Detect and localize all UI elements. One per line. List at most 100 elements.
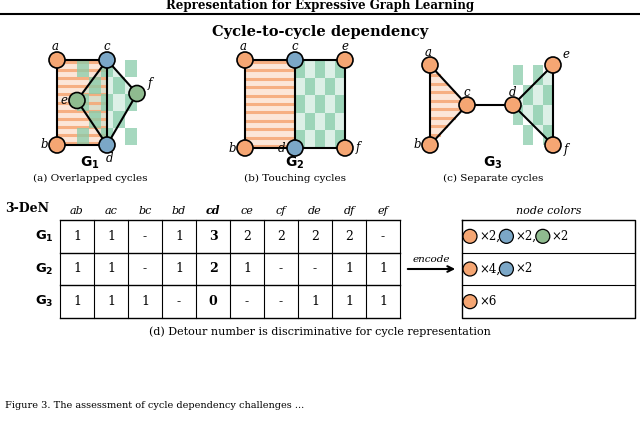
Circle shape [499, 229, 513, 243]
Bar [513, 65, 523, 85]
Circle shape [287, 52, 303, 68]
Text: 2: 2 [209, 262, 218, 276]
Circle shape [545, 57, 561, 73]
Polygon shape [245, 60, 295, 148]
Bar [125, 128, 137, 145]
Text: 1: 1 [379, 262, 387, 276]
Text: e: e [61, 94, 67, 107]
Bar [125, 94, 137, 111]
Text: 2: 2 [243, 230, 251, 243]
Bar [325, 78, 335, 95]
Text: (b) Touching cycles: (b) Touching cycles [244, 173, 346, 183]
Text: $\mathbf{G}_\mathbf{3}$: $\mathbf{G}_\mathbf{3}$ [35, 294, 54, 309]
Text: -: - [245, 295, 249, 308]
Circle shape [463, 295, 477, 308]
Text: $\mathbf{G}_\mathbf{1}$: $\mathbf{G}_\mathbf{1}$ [35, 229, 54, 244]
Text: df: df [344, 206, 355, 216]
Bar [523, 85, 533, 105]
Text: 2: 2 [311, 230, 319, 243]
Text: a: a [424, 46, 431, 59]
Text: (a) Overlapped cycles: (a) Overlapped cycles [33, 173, 147, 183]
Text: 1: 1 [243, 262, 251, 276]
Polygon shape [513, 65, 553, 145]
Text: node colors: node colors [516, 206, 581, 216]
Bar [335, 130, 345, 148]
Bar [295, 95, 305, 113]
Circle shape [129, 86, 145, 102]
Bar [543, 85, 553, 105]
Bar [335, 60, 345, 78]
Bar [305, 113, 315, 130]
Bar [113, 111, 125, 128]
Text: 1: 1 [175, 262, 183, 276]
Text: -: - [143, 230, 147, 243]
Circle shape [99, 137, 115, 153]
Bar [295, 130, 305, 148]
Text: 3: 3 [209, 230, 218, 243]
Text: 1: 1 [345, 262, 353, 276]
Circle shape [463, 229, 477, 243]
Text: ef: ef [378, 206, 388, 216]
Bar [89, 111, 101, 128]
Text: cf: cf [276, 206, 286, 216]
Text: cd: cd [205, 206, 220, 216]
Circle shape [499, 262, 513, 276]
Text: -: - [177, 295, 181, 308]
Circle shape [287, 140, 303, 156]
Text: c: c [104, 41, 110, 54]
Text: -: - [279, 295, 283, 308]
Text: 0: 0 [209, 295, 218, 308]
Text: bc: bc [138, 206, 152, 216]
Circle shape [422, 57, 438, 73]
Circle shape [337, 52, 353, 68]
Text: c: c [292, 41, 298, 54]
Text: ×2: ×2 [515, 262, 532, 276]
Polygon shape [57, 60, 107, 145]
Bar [335, 95, 345, 113]
Circle shape [545, 137, 561, 153]
Text: d: d [278, 141, 285, 154]
Polygon shape [77, 60, 137, 145]
Text: ab: ab [70, 206, 84, 216]
Bar [305, 78, 315, 95]
Bar [113, 77, 125, 94]
Bar [315, 60, 325, 78]
Bar [533, 105, 543, 125]
Text: Figure 3. The assessment of cycle dependency challenges ...: Figure 3. The assessment of cycle depend… [5, 400, 304, 409]
Bar [543, 125, 553, 145]
Bar [101, 60, 113, 77]
Polygon shape [295, 60, 345, 148]
Text: ×2,: ×2, [515, 230, 536, 243]
Bar [89, 77, 101, 94]
Text: -: - [143, 262, 147, 276]
Bar [77, 60, 89, 77]
Text: ac: ac [104, 206, 117, 216]
Bar [101, 128, 113, 145]
Bar [325, 113, 335, 130]
Text: bd: bd [172, 206, 186, 216]
Text: 1: 1 [379, 295, 387, 308]
Text: b: b [413, 138, 420, 151]
Bar [315, 95, 325, 113]
Text: 1: 1 [73, 295, 81, 308]
Bar [513, 105, 523, 125]
Circle shape [49, 52, 65, 68]
Circle shape [463, 262, 477, 276]
Text: 1: 1 [73, 262, 81, 276]
Text: b: b [228, 141, 236, 154]
Text: ×2: ×2 [552, 230, 569, 243]
Text: e: e [342, 41, 349, 54]
Text: d: d [509, 86, 516, 98]
Text: f: f [356, 141, 360, 154]
Text: de: de [308, 206, 322, 216]
Text: $\mathbf{G}_\mathbf{3}$: $\mathbf{G}_\mathbf{3}$ [483, 155, 503, 171]
Text: c: c [464, 86, 470, 98]
Text: 1: 1 [107, 295, 115, 308]
Circle shape [49, 137, 65, 153]
Text: 1: 1 [175, 230, 183, 243]
Text: $\mathbf{G}_\mathbf{1}$: $\mathbf{G}_\mathbf{1}$ [80, 155, 100, 171]
Circle shape [237, 140, 253, 156]
Circle shape [337, 140, 353, 156]
Bar [101, 94, 113, 111]
Text: $\mathbf{G}_\mathbf{2}$: $\mathbf{G}_\mathbf{2}$ [285, 155, 305, 171]
